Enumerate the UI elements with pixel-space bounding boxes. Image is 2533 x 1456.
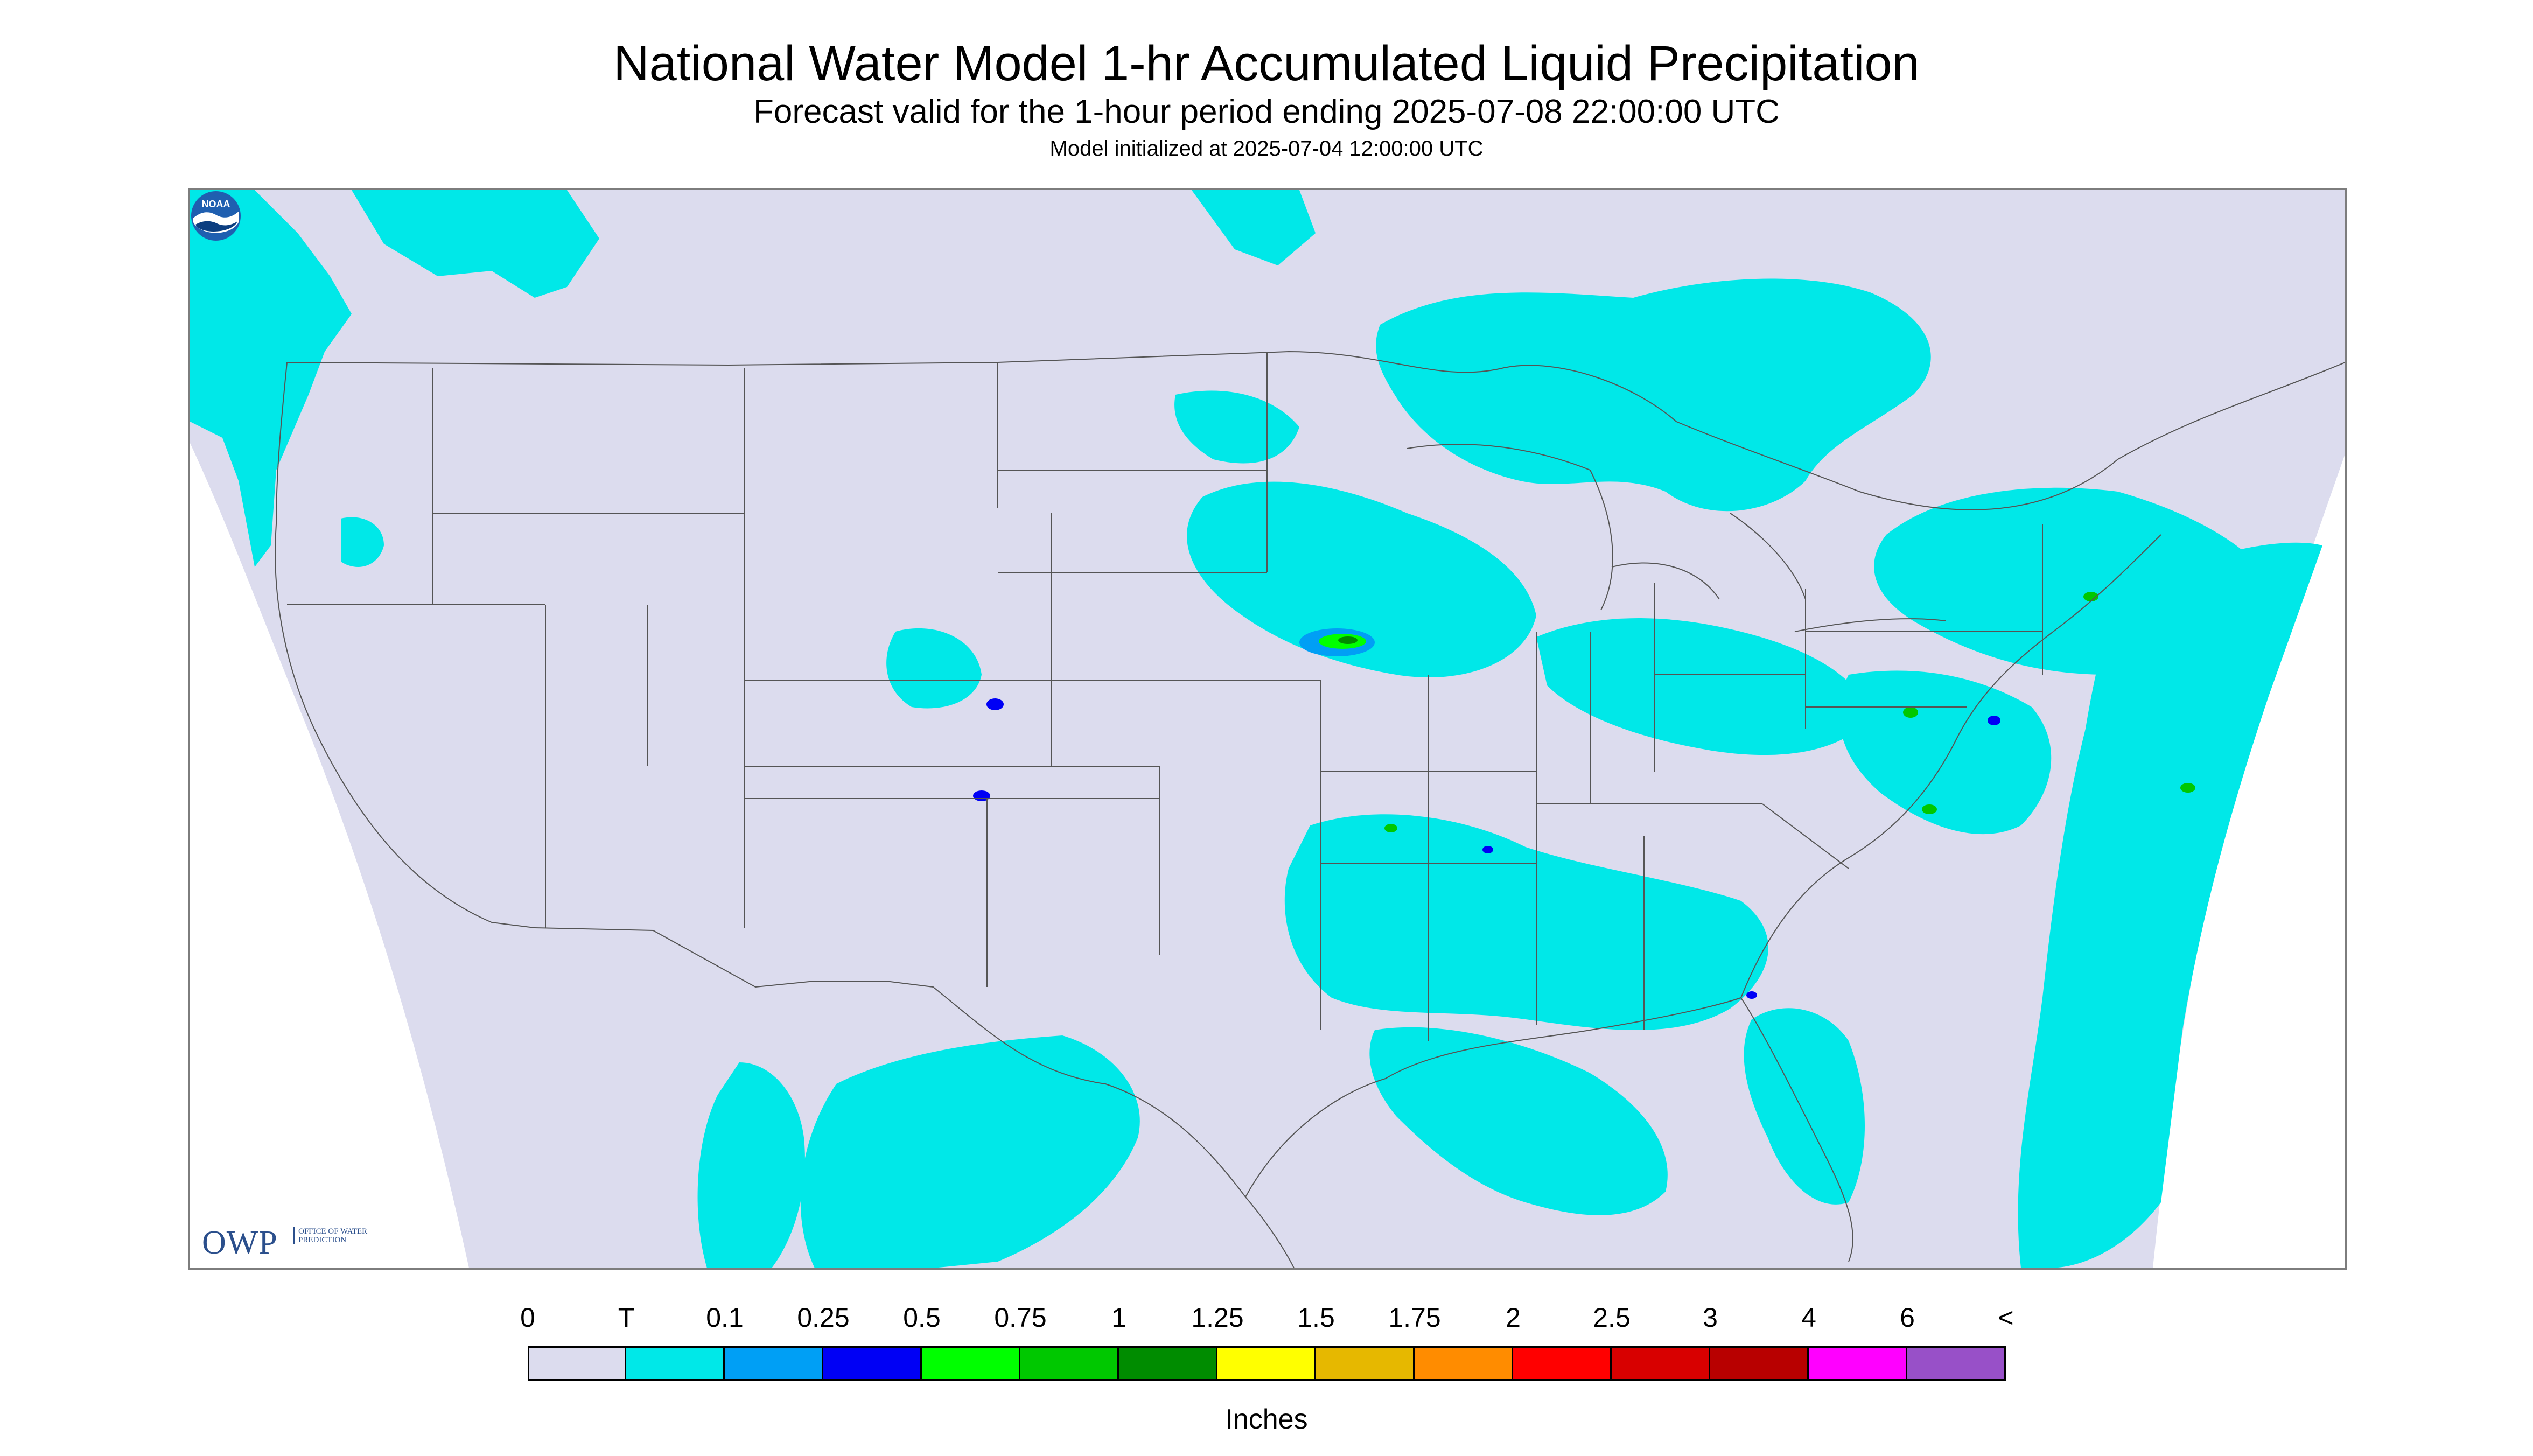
precip-core-georgia: [1746, 991, 1757, 999]
noaa-logo-text: NOAA: [202, 199, 230, 209]
map-subtitle: Forecast valid for the 1-hour period end…: [753, 93, 1780, 130]
precip-area-southeast: [1284, 814, 1768, 1030]
precip-area-colorado: [886, 628, 982, 709]
legend-swatch-5: [922, 1346, 1020, 1381]
legend-tick-label: 2: [1506, 1303, 1521, 1333]
color-legend: [528, 1346, 2009, 1389]
border-canada-us: [286, 351, 2345, 510]
legend-swatch-1: [528, 1346, 626, 1381]
precip-area-gulf: [1369, 1027, 1668, 1215]
precip-core-new-jersey: [1988, 716, 2000, 725]
state-borders: [275, 351, 2345, 1268]
legend-tick-label: 2.5: [1593, 1303, 1631, 1333]
model-init-time: Model initialized at 2025-07-04 12:00:00…: [1049, 137, 1484, 160]
owp-logo: OWP Office of Water Prediction: [202, 1224, 367, 1262]
precip-trace-areas: [190, 190, 2322, 1268]
precip-cores: [973, 592, 2195, 999]
precip-area-upper-great-lakes: [1376, 278, 1931, 512]
legend-tick-label: 4: [1801, 1303, 1816, 1333]
legend-swatch-13: [1710, 1346, 1809, 1381]
legend-swatch-6: [1020, 1346, 1119, 1381]
precip-area-texas-mexico: [800, 1035, 1140, 1268]
legend-tick-label: 0.75: [994, 1303, 1047, 1333]
precip-core-atlantic: [2180, 783, 2195, 793]
legend-tick-label: 6: [1900, 1303, 1915, 1333]
legend-tick-label: 1.25: [1191, 1303, 1244, 1333]
legend-tick-label: 1.75: [1388, 1303, 1441, 1333]
state-lines-east: [1536, 524, 2043, 1030]
precip-core-north-carolina: [1922, 804, 1937, 814]
precip-area-mid-atlantic: [1839, 670, 2052, 835]
owp-logo-text: Office of Water Prediction: [293, 1227, 368, 1244]
legend-tick-label: 0.1: [706, 1303, 744, 1333]
precip-core-mississippi: [1482, 846, 1493, 853]
precip-core-colorado: [986, 698, 1004, 710]
legend-swatch-8: [1217, 1346, 1316, 1381]
precip-area-mexico-west: [697, 1062, 805, 1268]
legend-tick-label: 0: [520, 1303, 535, 1333]
legend-swatch-2: [626, 1346, 725, 1381]
precipitation-map: OWP Office of Water Prediction NOAA: [188, 188, 2347, 1270]
legend-tick-label: T: [618, 1303, 635, 1333]
precip-core-new-york: [2083, 592, 2098, 601]
owp-logo-mark: OWP: [202, 1224, 278, 1261]
precip-area-upper-midwest: [1187, 481, 1536, 678]
border-us-mexico: [534, 927, 1295, 1268]
precip-area-bc-coast: [352, 190, 599, 298]
border-gulf-coast: [1245, 997, 1853, 1262]
legend-swatch-15: [1907, 1346, 2006, 1381]
legend-swatch-4: [823, 1346, 922, 1381]
noaa-logo: NOAA: [191, 191, 241, 241]
map-canvas: [190, 190, 2345, 1268]
legend-swatch-11: [1513, 1346, 1612, 1381]
legend-swatch-10: [1415, 1346, 1513, 1381]
legend-tick-label: 0.5: [903, 1303, 941, 1333]
legend-tick-label: 1.5: [1297, 1303, 1335, 1333]
great-lakes-shores: [1407, 444, 1946, 632]
legend-swatch-9: [1316, 1346, 1415, 1381]
precip-core-arkansas: [1384, 824, 1397, 832]
precip-area-florida: [1744, 1008, 1865, 1205]
precip-core-pennsylvania: [1903, 707, 1918, 718]
precip-core-minnesota-center: [1338, 636, 1358, 644]
legend-units-label: Inches: [1225, 1404, 1308, 1435]
precip-area-pacific-nw: [190, 190, 352, 567]
legend-tick-label: 3: [1703, 1303, 1718, 1333]
border-atlantic-coast: [1740, 534, 2161, 998]
legend-tick-label: 1: [1111, 1303, 1126, 1333]
precip-area-atlantic-offshore: [2018, 542, 2322, 1268]
border-west-coast: [275, 362, 535, 928]
state-lines-west: [287, 368, 1159, 987]
legend-tick-label: 0.25: [797, 1303, 850, 1333]
precip-area-ohio-valley: [1536, 618, 1870, 755]
precip-area-minnesota-dakota: [1174, 390, 1299, 464]
map-title: National Water Model 1-hr Accumulated Li…: [613, 36, 1920, 91]
legend-swatch-12: [1612, 1346, 1710, 1381]
precip-core-new-mexico: [973, 790, 990, 801]
legend-swatch-7: [1119, 1346, 1217, 1381]
state-lines-central: [997, 352, 1537, 1041]
legend-tick-label: <: [1998, 1303, 2014, 1333]
precip-area-canada-north: [1192, 190, 1316, 265]
legend-swatch-14: [1809, 1346, 1907, 1381]
precip-area-oregon: [341, 517, 384, 567]
legend-swatch-3: [725, 1346, 823, 1381]
